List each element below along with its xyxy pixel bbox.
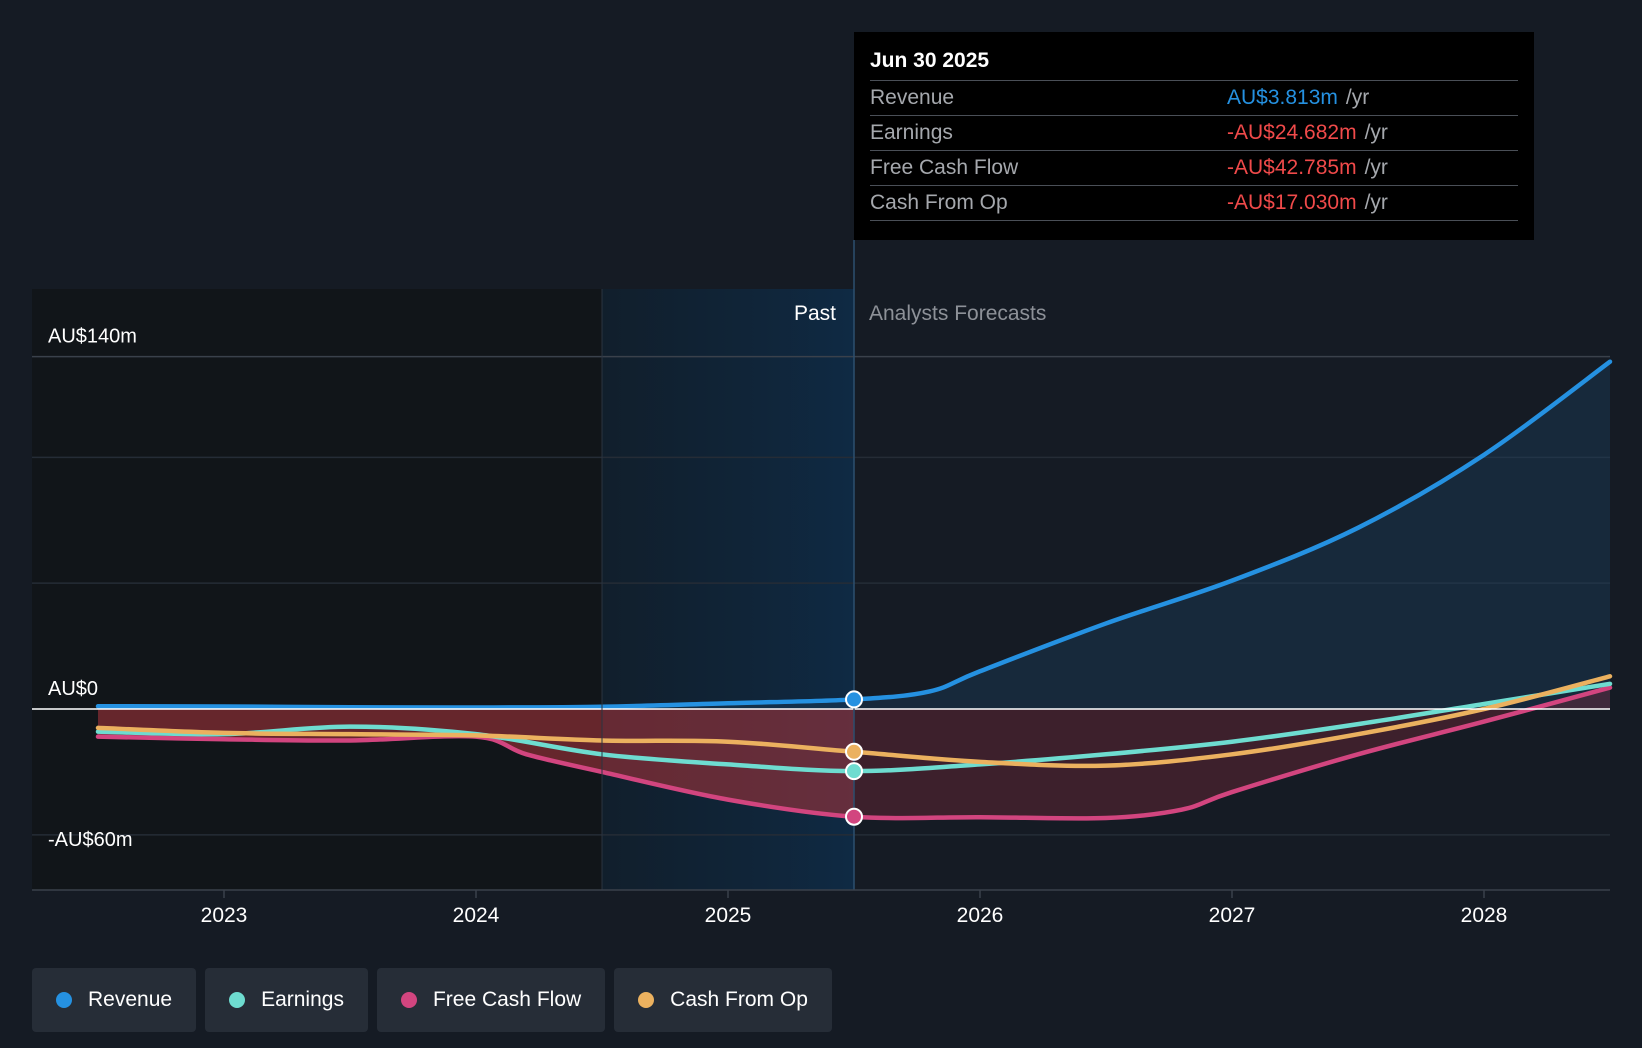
series-markers	[845, 690, 863, 826]
tooltip-label: Cash From Op	[870, 191, 1008, 214]
y-tick-label: AU$140m	[48, 326, 137, 348]
legend-item-revenue[interactable]: Revenue	[32, 968, 197, 1032]
fcf-marker	[845, 807, 863, 826]
past-region	[32, 289, 602, 890]
legend: Revenue Earnings Free Cash Flow Cash Fro…	[32, 968, 832, 1032]
earnings-marker	[845, 762, 863, 781]
revenue-area	[98, 361, 1610, 709]
tooltip-label: Earnings	[870, 121, 953, 144]
tooltip-unit: /yr	[1364, 191, 1388, 214]
legend-item-cfo[interactable]: Cash From Op	[614, 968, 832, 1032]
x-tick-label: 2025	[705, 904, 752, 927]
cfo-dot-icon	[638, 992, 655, 1008]
tooltip-label: Revenue	[870, 86, 955, 109]
x-axis-labels: 2023 2024 2025 2026 2027 2028	[201, 890, 1508, 927]
x-tick-label: 2027	[1209, 904, 1256, 927]
tooltip-row-fcf: Free Cash Flow -AU$42.785m /yr	[870, 150, 1518, 185]
y-axis-labels: AU$140m AU$0 -AU$60m	[48, 326, 137, 851]
revenue-dot-icon	[56, 992, 72, 1008]
tooltip-value: -AU$42.785m	[1227, 156, 1357, 179]
tooltip-row-cfo: Cash From Op -AU$17.030m /yr	[870, 185, 1518, 221]
fcf-dot-icon	[400, 992, 417, 1008]
y-tick-label: -AU$60m	[48, 829, 132, 851]
cfo-marker	[845, 742, 863, 761]
tooltip-unit: /yr	[1364, 121, 1388, 144]
tooltip-unit: /yr	[1345, 86, 1370, 109]
highlight-region	[602, 289, 854, 890]
x-tick-label: 2023	[201, 904, 248, 927]
tooltip-label: Free Cash Flow	[870, 156, 1019, 179]
tooltip-row-revenue: Revenue AU$3.813m /yr	[870, 80, 1518, 115]
y-tick-label: AU$0	[48, 678, 98, 700]
x-tick-label: 2026	[957, 904, 1004, 927]
revenue-marker	[845, 690, 863, 709]
legend-item-fcf[interactable]: Free Cash Flow	[376, 968, 606, 1032]
legend-label: Free Cash Flow	[432, 988, 582, 1011]
tooltip-row-earnings: Earnings -AU$24.682m /yr	[870, 115, 1518, 150]
hover-tooltip: Jun 30 2025 Revenue AU$3.813m /yr Earnin…	[854, 32, 1534, 240]
earnings-dot-icon	[229, 992, 246, 1008]
revenue-line	[95, 359, 1613, 710]
legend-label: Earnings	[261, 988, 344, 1011]
legend-label: Cash From Op	[670, 988, 808, 1011]
tooltip-date: Jun 30 2025	[870, 49, 990, 72]
forecast-label: Analysts Forecasts	[869, 302, 1046, 325]
tooltip-value: AU$3.813m	[1227, 86, 1338, 109]
legend-label: Revenue	[88, 988, 173, 1011]
x-tick-label: 2028	[1461, 904, 1508, 927]
tooltip-value: -AU$17.030m	[1227, 191, 1357, 214]
past-label: Past	[794, 302, 836, 325]
legend-item-earnings[interactable]: Earnings	[205, 968, 368, 1032]
tooltip-unit: /yr	[1364, 156, 1388, 179]
x-tick-label: 2024	[453, 904, 500, 927]
tooltip-value: -AU$24.682m	[1227, 121, 1357, 144]
